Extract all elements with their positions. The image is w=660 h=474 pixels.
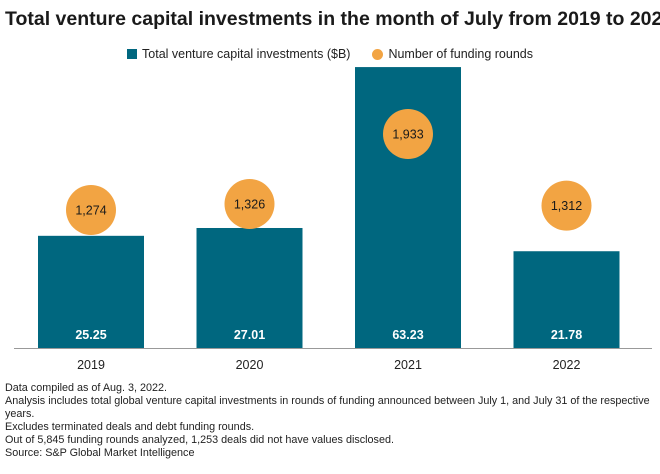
legend-item-investments: Total venture capital investments ($B) — [127, 47, 350, 61]
bar — [196, 227, 303, 348]
dot-value-label: 1,933 — [392, 128, 423, 142]
note-line: Out of 5,845 funding rounds analyzed, 1,… — [5, 434, 394, 446]
note-line: Data compiled as of Aug. 3, 2022. — [5, 382, 168, 394]
bar-chart: 25.25 1,274 2019 27.01 1,326 2020 63.23 1,933 20… — [14, 67, 652, 372]
bar-value-label: 25.25 — [75, 328, 106, 342]
bar — [38, 235, 144, 348]
note-line: Source: S&P Global Market Intelligence — [5, 447, 195, 459]
dot-value-label: 1,274 — [75, 204, 106, 218]
legend-item-rounds: Number of funding rounds — [372, 47, 533, 61]
rounds-dot — [224, 179, 275, 230]
legend-label-rounds: Number of funding rounds — [388, 47, 533, 61]
dot-value-label: 1,326 — [234, 198, 265, 212]
legend-bar-swatch — [127, 49, 138, 59]
bar-value-label: 27.01 — [234, 328, 265, 342]
legend-label-investments: Total venture capital investments ($B) — [142, 47, 351, 61]
chart-title: Total venture capital investments in the… — [5, 8, 660, 30]
bar-value-label: 63.23 — [392, 328, 423, 342]
bar-value-label: 21.78 — [551, 328, 582, 342]
chart-legend: Total venture capital investments ($B) N… — [0, 47, 660, 61]
note-line: Analysis includes total global venture c… — [5, 395, 650, 420]
chart-notes: Data compiled as of Aug. 3, 2022. Analys… — [5, 382, 655, 460]
x-tick-label: 2020 — [236, 358, 264, 372]
x-tick-label: 2021 — [394, 358, 422, 372]
rounds-dot — [383, 109, 433, 159]
x-tick-label: 2022 — [553, 358, 581, 372]
rounds-dot — [66, 185, 116, 235]
legend-dot-swatch — [372, 48, 384, 60]
note-line: Excludes terminated deals and debt fundi… — [5, 421, 255, 433]
x-tick-label: 2019 — [77, 358, 105, 372]
rounds-dot — [541, 180, 592, 231]
bar — [513, 251, 620, 348]
dot-value-label: 1,312 — [551, 199, 582, 213]
